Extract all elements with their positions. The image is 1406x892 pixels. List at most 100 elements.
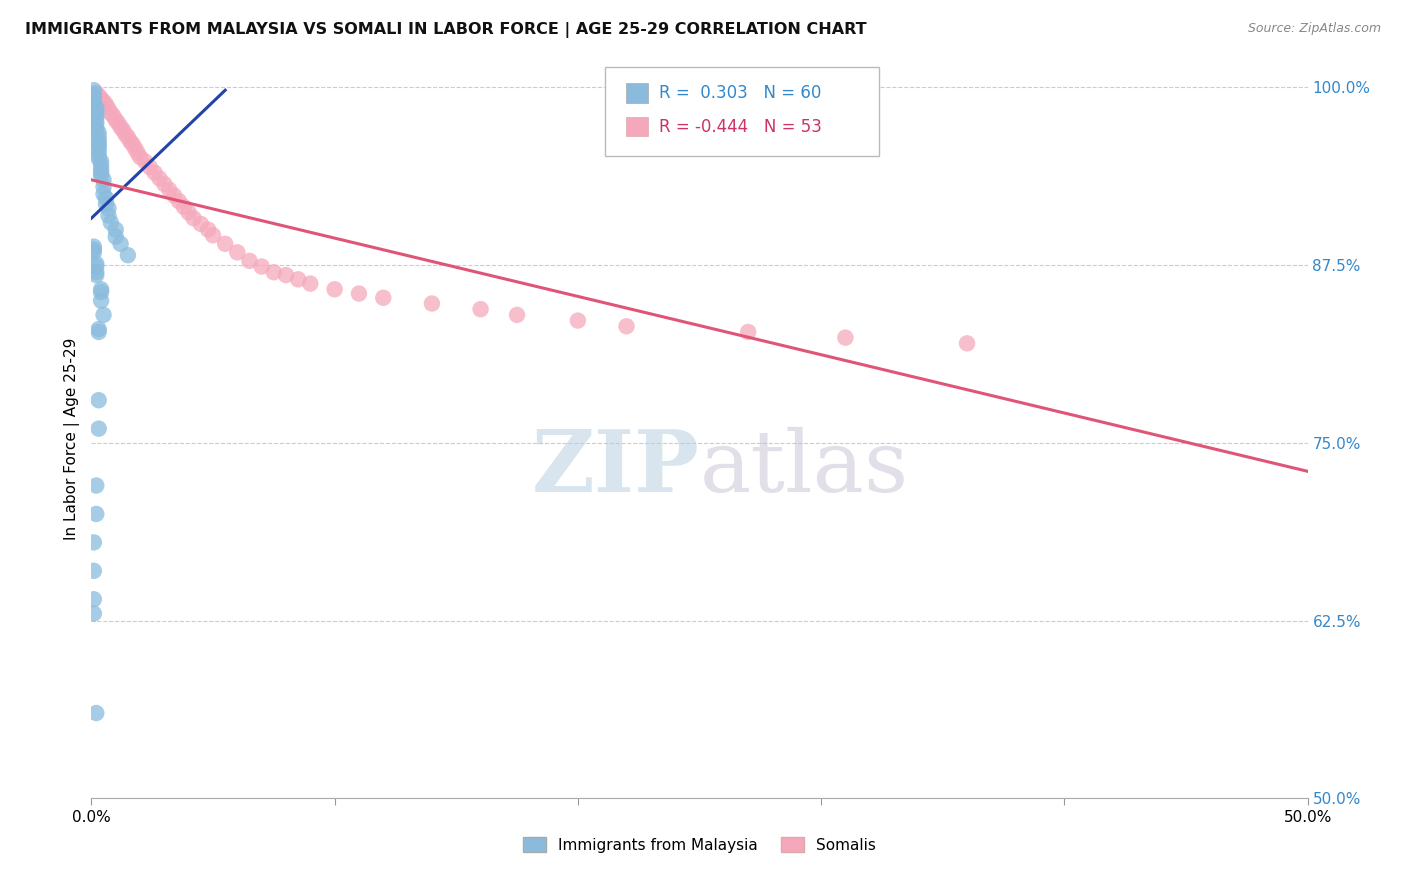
Point: [197, 222, 219, 236]
Point: [90, 92, 112, 106]
Point: [90, 282, 112, 296]
Point: [173, 200, 195, 214]
Point: [84, 86, 107, 100]
Point: [97, 102, 120, 116]
Point: [87, 325, 110, 339]
Point: [83, 90, 105, 104]
Point: [84, 260, 107, 274]
Point: [100, 215, 122, 229]
Point: [83, 243, 105, 257]
Point: [190, 217, 212, 231]
Point: [87, 148, 110, 162]
Point: [83, 83, 105, 97]
Point: [1393, 734, 1406, 748]
Point: [177, 205, 200, 219]
Point: [110, 120, 132, 135]
Point: [110, 236, 132, 251]
Text: Source: ZipAtlas.com: Source: ZipAtlas.com: [1247, 22, 1381, 36]
Point: [100, 106, 122, 120]
Point: [84, 106, 107, 120]
Point: [83, 592, 105, 607]
Point: [250, 260, 273, 274]
Point: [84, 265, 107, 279]
Point: [104, 113, 127, 128]
Point: [90, 166, 112, 180]
Point: [134, 154, 156, 169]
Point: [93, 95, 115, 109]
Text: IMMIGRANTS FROM MALAYSIA VS SOMALI IN LABOR FORCE | AGE 25-29 CORRELATION CHART: IMMIGRANTS FROM MALAYSIA VS SOMALI IN LA…: [25, 22, 868, 38]
Point: [129, 150, 152, 164]
Point: [214, 236, 236, 251]
Point: [114, 128, 136, 142]
Point: [84, 112, 107, 126]
Point: [90, 159, 112, 173]
Point: [567, 313, 589, 327]
Text: atlas: atlas: [699, 426, 908, 509]
Point: [373, 291, 395, 305]
Point: [90, 293, 112, 308]
Text: R =  0.303   N = 60: R = 0.303 N = 60: [659, 84, 821, 102]
Point: [183, 211, 205, 226]
Point: [87, 322, 110, 336]
Point: [83, 535, 105, 549]
Point: [94, 197, 117, 211]
Point: [94, 97, 117, 112]
Point: [87, 135, 110, 149]
Text: R = -0.444   N = 53: R = -0.444 N = 53: [659, 118, 823, 136]
Point: [107, 116, 129, 130]
Y-axis label: In Labor Force | Age 25-29: In Labor Force | Age 25-29: [65, 338, 80, 541]
Point: [287, 272, 309, 286]
Point: [84, 103, 107, 117]
Point: [83, 564, 105, 578]
Point: [83, 240, 105, 254]
Point: [167, 194, 190, 208]
Point: [111, 123, 134, 137]
Point: [117, 248, 139, 262]
Point: [956, 336, 979, 351]
Point: [87, 145, 110, 159]
Point: [263, 265, 285, 279]
Point: [83, 87, 105, 102]
Point: [124, 142, 146, 156]
Point: [90, 285, 112, 300]
Point: [87, 152, 110, 166]
Point: [87, 137, 110, 152]
Point: [87, 89, 110, 103]
Point: [83, 245, 105, 260]
Point: [93, 187, 115, 202]
Point: [163, 188, 186, 202]
Point: [148, 171, 170, 186]
Point: [84, 109, 107, 123]
Point: [143, 166, 166, 180]
Point: [84, 257, 107, 271]
Point: [93, 308, 115, 322]
Point: [470, 302, 492, 317]
Point: [84, 120, 107, 135]
Point: [104, 222, 127, 236]
Point: [84, 478, 107, 492]
Point: [834, 331, 856, 345]
Point: [94, 191, 117, 205]
Point: [87, 422, 110, 436]
Point: [97, 208, 120, 222]
Point: [84, 507, 107, 521]
Point: [103, 109, 125, 123]
Point: [616, 319, 638, 334]
Point: [737, 325, 759, 339]
Point: [202, 228, 225, 243]
Point: [84, 123, 107, 137]
Point: [120, 135, 142, 149]
Point: [347, 286, 370, 301]
Point: [87, 130, 110, 145]
Point: [93, 180, 115, 194]
Point: [84, 268, 107, 282]
Point: [84, 116, 107, 130]
Point: [87, 126, 110, 140]
Point: [238, 253, 260, 268]
Point: [84, 706, 107, 720]
Legend: Immigrants from Malaysia, Somalis: Immigrants from Malaysia, Somalis: [517, 830, 882, 859]
Point: [506, 308, 529, 322]
Point: [117, 130, 139, 145]
Point: [84, 100, 107, 114]
Point: [157, 183, 180, 197]
